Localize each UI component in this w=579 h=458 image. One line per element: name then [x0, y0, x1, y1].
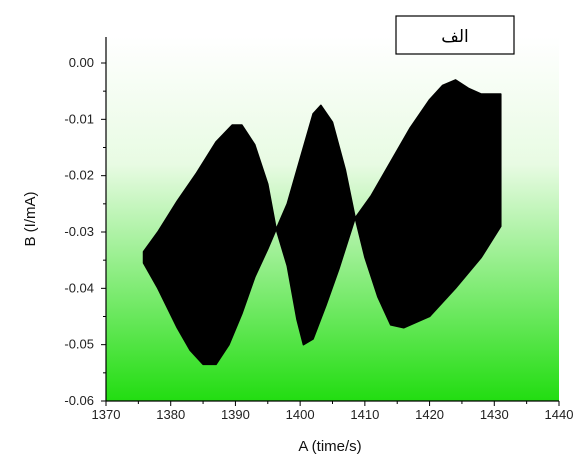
y-tick-label: -0.06 — [64, 393, 94, 408]
x-tick-label: 1400 — [286, 407, 315, 422]
legend-box: الف — [395, 15, 515, 55]
y-tick-label: -0.02 — [64, 168, 94, 183]
legend-text: الف — [441, 27, 469, 47]
y-tick-label: -0.04 — [64, 280, 94, 295]
data-layer — [142, 79, 502, 366]
x-tick-label: 1430 — [480, 407, 509, 422]
x-tick-label: 1420 — [415, 407, 444, 422]
y-tick-label: 0.00 — [69, 55, 94, 70]
x-ticks: 1370 1380 1390 1400 1410 1420 1430 1440 — [92, 401, 574, 422]
x-tick-label: 1390 — [221, 407, 250, 422]
y-tick-label: -0.05 — [64, 337, 94, 352]
x-tick-label: 1380 — [156, 407, 185, 422]
x-tick-label: 1370 — [92, 407, 121, 422]
x-tick-label: 1440 — [545, 407, 574, 422]
x-tick-label: 1410 — [350, 407, 379, 422]
y-ticks: 0.00 -0.01 -0.02 -0.03 -0.04 -0.05 -0.06 — [64, 55, 106, 408]
y-tick-label: -0.03 — [64, 224, 94, 239]
y-axis-title: B (I/mA) — [22, 191, 39, 246]
x-axis-title: A (time/s) — [298, 438, 361, 455]
y-tick-label: -0.01 — [64, 111, 94, 126]
oscillation-envelope-0 — [142, 79, 502, 366]
